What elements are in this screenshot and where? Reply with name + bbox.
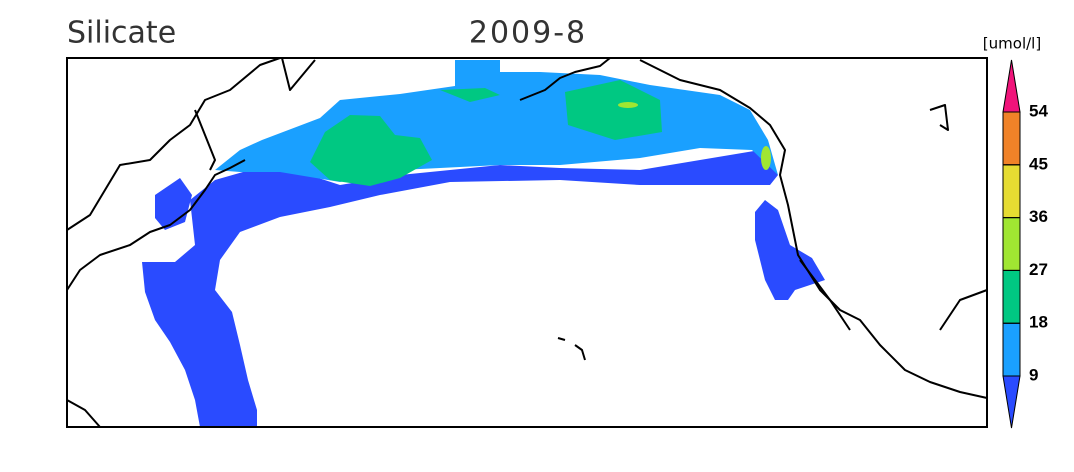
field-low xyxy=(155,178,192,230)
field-low xyxy=(755,200,825,300)
coastlines xyxy=(66,57,988,428)
colorbar-label: 9 xyxy=(1029,365,1038,384)
map-frame xyxy=(66,57,988,428)
field-low xyxy=(142,150,778,427)
field xyxy=(142,60,825,427)
colorbar-segment xyxy=(1002,375,1021,429)
date-label: 2009-8 xyxy=(469,16,587,51)
colorbar-unit: [umol/l] xyxy=(983,35,1041,53)
field-high xyxy=(565,80,662,140)
coastline xyxy=(557,337,586,361)
colorbar-label: 36 xyxy=(1029,207,1048,226)
coastline xyxy=(519,57,611,101)
colorbar-label: 45 xyxy=(1029,154,1048,173)
coastline xyxy=(929,104,949,131)
colorbar-label: 27 xyxy=(1029,260,1048,279)
colorbar-segment xyxy=(1002,164,1021,219)
coastline xyxy=(66,57,281,231)
colorbar: 9 18 27 36 45 54 xyxy=(1002,59,1048,429)
colorbar-segment xyxy=(1002,322,1021,377)
field-high xyxy=(310,115,432,186)
colorbar-segment xyxy=(1002,111,1021,166)
colorbar-segment xyxy=(1002,59,1021,113)
colorbar-segment xyxy=(1002,217,1021,271)
coastline xyxy=(799,259,851,331)
field-high xyxy=(440,88,500,102)
colorbar-label: 18 xyxy=(1029,313,1048,332)
colorbar-segment xyxy=(1002,269,1021,324)
title: Silicate xyxy=(67,16,176,51)
coastline xyxy=(66,399,101,428)
coastline xyxy=(939,289,988,331)
coastline xyxy=(66,159,246,291)
coastline xyxy=(281,57,316,91)
field-peak xyxy=(618,102,638,108)
coastline xyxy=(194,109,216,171)
coastline xyxy=(639,59,988,399)
colorbar-label: 54 xyxy=(1029,101,1048,120)
field-peak xyxy=(761,146,771,170)
